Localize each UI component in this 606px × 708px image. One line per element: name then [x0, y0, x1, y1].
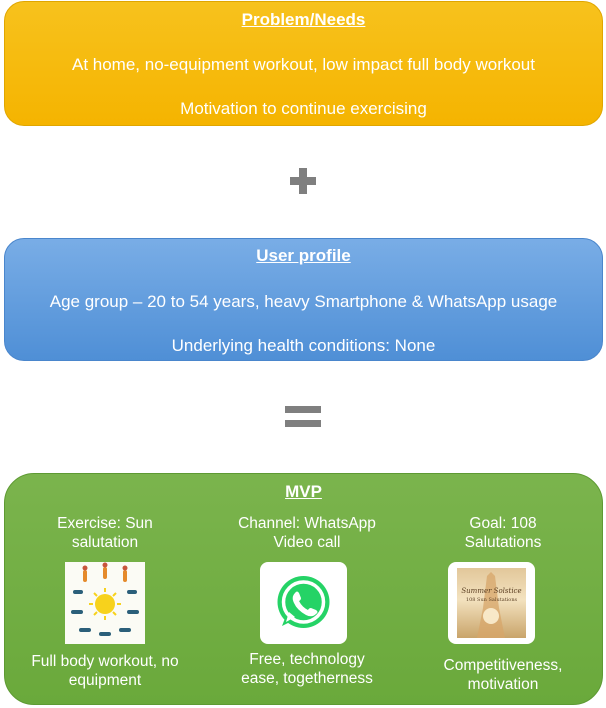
exercise-desc-line-1: Full body workout, no [31, 653, 179, 670]
equals-icon [0, 404, 606, 435]
channel-title-line-2: Video call [273, 534, 341, 551]
mvp-heading: MVP [285, 482, 322, 501]
goal-desc-line-2: motivation [467, 676, 539, 693]
mvp-col-exercise-desc: Full body workout, no equipment [5, 652, 205, 690]
problem-needs-box: Problem/Needs At home, no-equipment work… [4, 1, 603, 126]
channel-desc-line-2: ease, togetherness [241, 670, 373, 687]
mvp-col-exercise-title: Exercise: Sun salutation [5, 514, 205, 552]
whatsapp-logo [260, 562, 347, 644]
mvp-col-channel-title: Channel: WhatsApp Video call [205, 514, 409, 552]
goal-desc-line-1: Competitiveness, [443, 657, 563, 674]
poster-image: Summer Solstice 108 Sun Salutations [457, 568, 526, 638]
exercise-desc-line-2: equipment [68, 672, 142, 689]
goal-title-line-1: Goal: 108 [469, 515, 537, 532]
summer-solstice-poster: Summer Solstice 108 Sun Salutations [448, 562, 535, 644]
plus-icon [0, 166, 606, 201]
problem-heading: Problem/Needs [241, 10, 366, 29]
mvp-col-goal-desc: Competitiveness, motivation [403, 656, 603, 694]
exercise-title-line-1: Exercise: Sun [57, 515, 153, 532]
exercise-title-line-2: salutation [71, 534, 139, 551]
channel-desc-line-1: Free, technology [249, 651, 365, 668]
profile-line-2: Underlying health conditions: None [171, 336, 436, 355]
channel-title-line-1: Channel: WhatsApp [238, 515, 376, 532]
user-profile-box: User profile Age group – 20 to 54 years,… [4, 238, 603, 361]
sun-salutation-poses-image [65, 562, 145, 644]
mvp-col-goal-title: Goal: 108 Salutations [403, 514, 603, 552]
profile-heading: User profile [256, 246, 351, 265]
problem-line-1: At home, no-equipment workout, low impac… [71, 55, 535, 74]
poster-subtitle: 108 Sun Salutations [465, 597, 518, 603]
poster-title: Summer Solstice [461, 587, 522, 595]
problem-line-2: Motivation to continue exercising [180, 99, 427, 118]
mvp-col-channel-desc: Free, technology ease, togetherness [205, 650, 409, 688]
mvp-box: MVP Exercise: Sun salutation [4, 473, 603, 705]
profile-line-1: Age group – 20 to 54 years, heavy Smartp… [49, 292, 558, 311]
goal-title-line-2: Salutations [464, 534, 542, 551]
